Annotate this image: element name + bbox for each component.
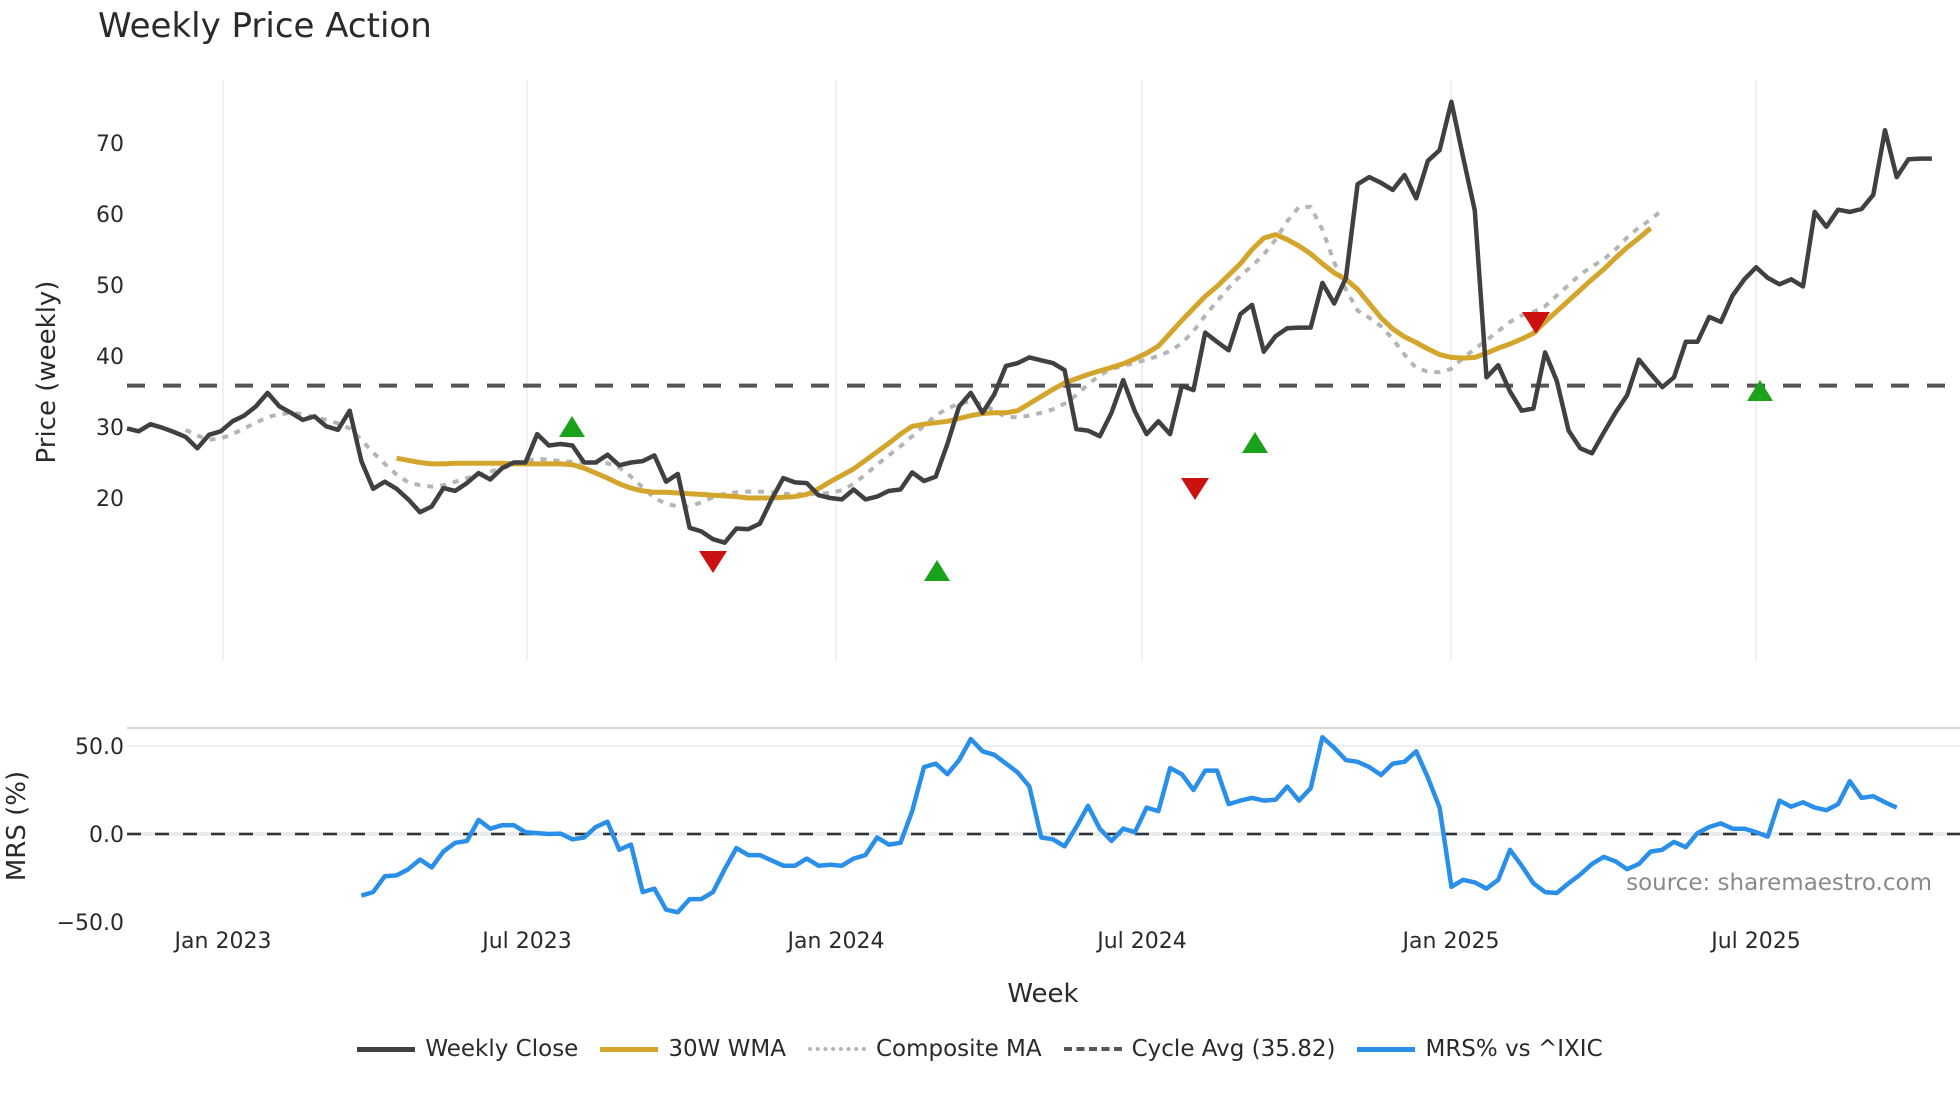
legend-item-composite[interactable]: Composite MA [807,1036,1042,1062]
y-tick-label: 60 [96,203,124,228]
sell-signal-icon [699,551,727,573]
legend-label: 30W WMA [668,1036,786,1062]
sell-signal-icon [1181,478,1209,500]
mrs-series [127,734,1960,915]
source-annotation: source: sharemaestro.com [1626,870,1932,896]
legend-label: MRS% vs ^IXIC [1425,1036,1603,1062]
composite-ma-line [184,204,1664,509]
legend-label: Cycle Avg (35.82) [1131,1036,1336,1062]
composite-swatch-icon [807,1047,866,1051]
mrs-y-axis-label: MRS (%) [2,771,32,881]
mrs-y-axis: −50.0 0.0 50.0 [57,735,124,936]
y-tick-label: 40 [96,345,124,370]
y-tick-label: 20 [96,487,124,512]
y-tick-label: −50.0 [57,911,124,936]
y-tick-label: 0.0 [89,823,124,848]
price-grid [222,80,1757,660]
weekly-close-line [126,99,1932,545]
x-tick-label: Jan 2024 [786,929,885,954]
legend-item-mrs[interactable]: MRS% vs ^IXIC [1357,1036,1603,1062]
legend-item-close[interactable]: Weekly Close [357,1036,578,1062]
y-tick-label: 50 [96,274,124,299]
x-tick-label: Jan 2025 [1401,929,1500,954]
x-tick-label: Jul 2025 [1709,929,1801,954]
y-tick-label: 70 [96,132,124,157]
buy-signal-icon [1747,380,1773,401]
wma-line [396,226,1653,501]
y-tick-label: 50.0 [75,735,124,760]
wma-swatch-icon [600,1046,659,1052]
x-tick-label: Jul 2023 [480,929,572,954]
y-tick-label: 30 [96,416,124,441]
price-series [126,99,1960,545]
x-axis-label: Week [1007,979,1078,1009]
x-axis: Jan 2023 Jul 2023 Jan 2024 Jul 2024 Jan 2025… [173,929,1801,954]
mrs-swatch-icon [1357,1046,1416,1052]
legend-item-wma[interactable]: 30W WMA [600,1036,786,1062]
legend: Weekly Close 30W WMA Composite MA Cycle Avg… [0,1036,1960,1062]
price-y-axis: 20 30 40 50 60 70 [96,132,124,512]
x-tick-label: Jul 2024 [1095,929,1187,954]
signal-markers [559,312,1773,581]
legend-label: Weekly Close [425,1036,579,1062]
legend-item-cycle[interactable]: Cycle Avg (35.82) [1063,1036,1336,1062]
close-swatch-icon [357,1046,416,1052]
mrs-line [360,734,1898,915]
buy-signal-icon [559,416,585,437]
buy-signal-icon [924,560,950,581]
mrs-grid [127,727,1960,836]
chart-title: Weekly Price Action [98,6,432,46]
x-tick-label: Jan 2023 [173,929,272,954]
buy-signal-icon [1242,432,1268,453]
price-y-axis-label: Price (weekly) [32,281,62,464]
cycle-swatch-icon [1063,1047,1122,1051]
sell-signal-icon [1522,312,1550,334]
legend-label: Composite MA [875,1036,1042,1062]
